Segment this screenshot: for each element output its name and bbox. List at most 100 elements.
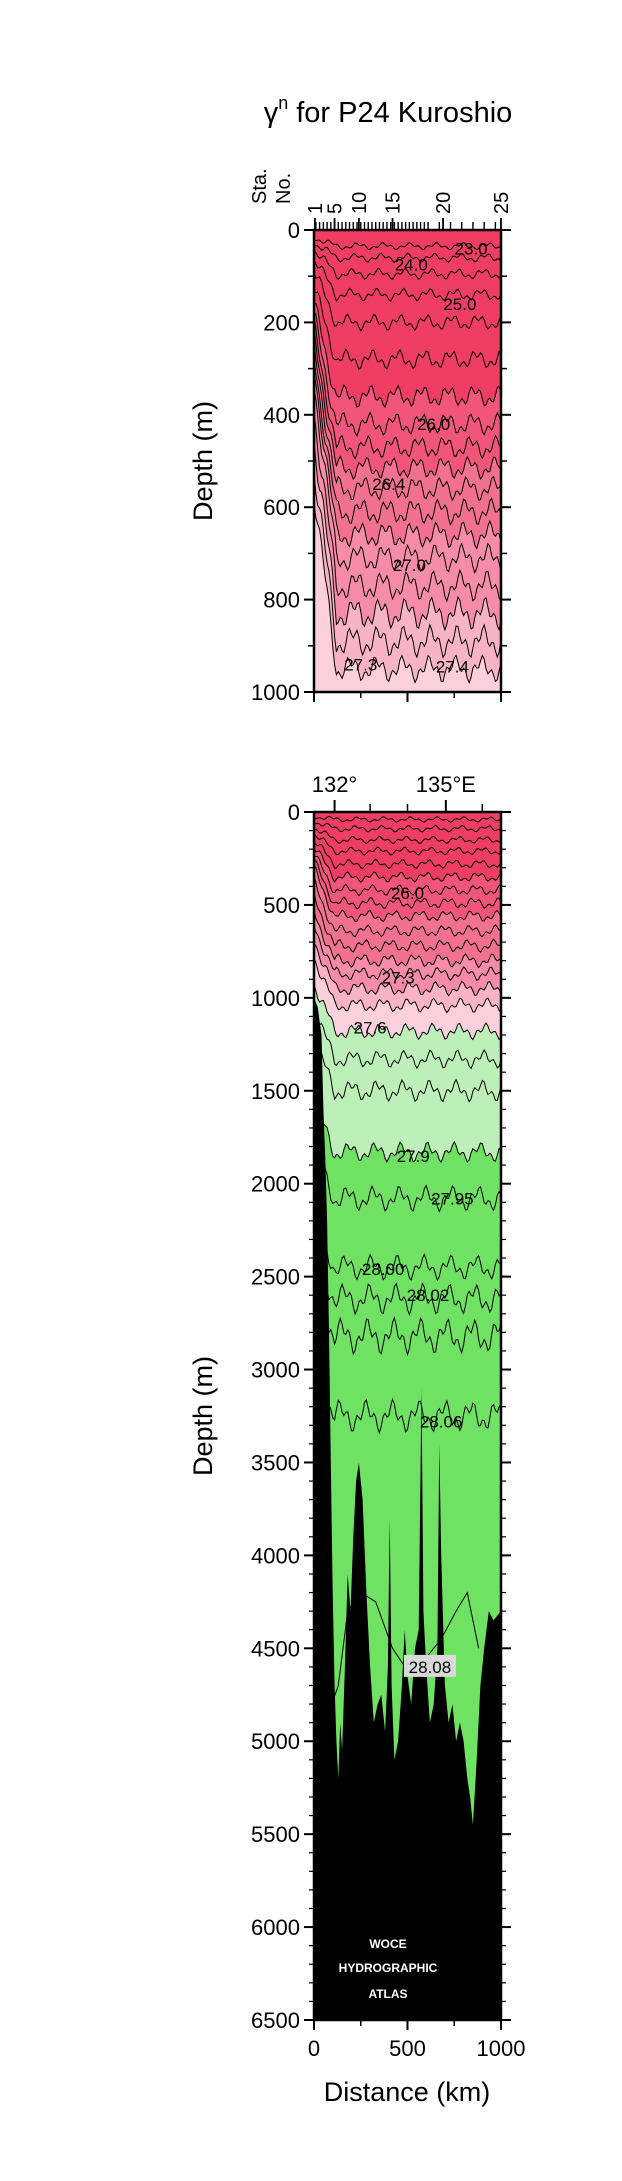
title-superscript: n <box>278 93 288 113</box>
bottom-contour-label: 27.3 <box>382 968 415 987</box>
bottom-ytick-label: 6000 <box>251 1915 300 1940</box>
bottom-contour-label: 28.08 <box>409 1658 452 1677</box>
top-contour-label: 27.3 <box>344 655 377 674</box>
woce-atlas-mark: WOCE HYDROGRAPHIC ATLAS <box>339 1937 438 2001</box>
top-contour-line <box>314 358 501 526</box>
bottom-contour-label: 27.9 <box>397 1147 430 1166</box>
bottom-contour-line <box>314 1013 501 1070</box>
bottom-ylabel: Depth (m) <box>188 1356 218 1476</box>
bottom-ytick-label: 3500 <box>251 1450 300 1475</box>
station-tick-label: 1 <box>305 203 327 214</box>
top-contour-line <box>314 239 501 251</box>
bottom-contour-label: 27.95 <box>431 1190 474 1209</box>
bottom-land <box>314 997 501 2020</box>
longitude-axis: 132° 135°E <box>312 772 484 812</box>
top-contour-line <box>314 413 501 603</box>
bottom-contours <box>314 815 501 1705</box>
top-contour-label: 27.4 <box>436 658 469 677</box>
bottom-contour-line <box>331 1591 480 1705</box>
top-yaxis: 0 200 400 600 800 1000 <box>251 218 511 705</box>
bottom-contour-line <box>314 1148 501 1213</box>
title-symbol: γ <box>264 97 279 129</box>
bottom-contour-line <box>314 822 501 833</box>
top-contour-line <box>314 472 501 659</box>
top-contour-label: 26.0 <box>417 415 450 434</box>
top-ytick-label: 400 <box>263 403 300 428</box>
bottom-ytick-label: 2500 <box>251 1265 300 1290</box>
bottom-contour-label: 26.0 <box>391 884 424 903</box>
top-contour-label: 23.0 <box>455 239 488 258</box>
bottom-contour-line <box>314 876 501 938</box>
top-contour-line <box>314 339 501 502</box>
bottom-xtick-label: 1000 <box>477 2036 526 2061</box>
bottom-xtick-label: 500 <box>389 2036 426 2061</box>
bottom-contour-line <box>314 1107 501 1164</box>
contour-label-box <box>403 1654 456 1677</box>
bottom-contour-line <box>314 860 501 910</box>
bottom-contour-line <box>314 815 501 823</box>
top-contour-line <box>314 290 501 370</box>
bottom-contour-line <box>314 910 501 969</box>
top-ylabel: Depth (m) <box>188 401 218 521</box>
longitude-tick-label: 132° <box>312 772 358 797</box>
top-ytick-label: 600 <box>263 495 300 520</box>
top-contour-line <box>314 303 501 409</box>
bottom-contour-line <box>314 892 501 953</box>
top-contour-line <box>314 325 501 481</box>
bottom-contour-line <box>314 926 501 981</box>
bottom-contour-line <box>314 1211 501 1282</box>
top-contour-line <box>314 502 501 684</box>
bottom-contour-line <box>314 942 501 997</box>
bottom-contour-line <box>314 1238 501 1317</box>
top-contour-labels: 23.0 24.0 25.0 26.0 26.4 27.0 27.3 27.4 <box>344 239 487 676</box>
station-tick-label: 15 <box>383 192 405 214</box>
bottom-contour-line <box>314 1049 501 1103</box>
bottom-contour-line <box>314 855 501 897</box>
bottom-contour-label: 27.6 <box>354 1019 387 1038</box>
bottom-contour-line <box>314 849 501 883</box>
top-band-3 <box>314 441 501 692</box>
bottom-ytick-label: 1000 <box>251 986 300 1011</box>
bottom-ytick-label: 0 <box>288 800 300 825</box>
atlas-mark-line1: WOCE <box>369 1937 406 1951</box>
bottom-ytick-label: 6500 <box>251 2008 300 2033</box>
chart-title: γn for P24 Kuroshio <box>264 93 513 129</box>
top-contour-line <box>314 245 501 263</box>
top-ytick-label: 0 <box>288 218 300 243</box>
top-ytick-label: 800 <box>263 588 300 613</box>
bottom-contour-line <box>314 1272 501 1357</box>
top-contour-line <box>314 372 501 550</box>
bottom-xtick-label: 0 <box>308 2036 320 2061</box>
bottom-contour-line <box>314 958 501 1014</box>
bottom-contour-line <box>314 984 501 1041</box>
bottom-xlabel: Distance (km) <box>324 2077 491 2107</box>
top-ytick-label: 1000 <box>251 680 300 705</box>
bottom-ytick-label: 4500 <box>251 1636 300 1661</box>
bottom-contour-line <box>314 1358 501 1435</box>
station-tick-label: 5 <box>325 203 347 214</box>
longitude-tick-label: 135°E <box>416 772 476 797</box>
top-contour-label: 27.0 <box>393 556 426 575</box>
bottom-contour-line <box>314 841 501 870</box>
seafloor-bathymetry <box>314 997 501 2020</box>
top-contour-line <box>314 387 501 575</box>
bottom-contour-line <box>314 833 501 856</box>
station-tick-label: 20 <box>433 192 455 214</box>
bottom-ytick-label: 500 <box>263 893 300 918</box>
bottom-contour-line <box>314 828 501 845</box>
bottom-xaxis: 0 500 1000 <box>308 2020 526 2061</box>
atlas-mark-line2: HYDROGRAPHIC <box>339 1961 438 1975</box>
top-ytick-label: 200 <box>263 310 300 335</box>
bottom-yaxis: 0 500 1000 1500 2000 2500 3000 3500 4000 4500 5000… <box>251 800 511 2033</box>
bottom-contour-label: 28.02 <box>407 1286 450 1305</box>
top-contour-label: 26.4 <box>372 475 405 494</box>
station-tick-label: 10 <box>349 192 371 214</box>
bottom-contour-label: 28.00 <box>362 1260 405 1279</box>
top-contour-line <box>314 251 501 281</box>
top-station-axis: 15 10 15 20 25 <box>305 192 513 230</box>
bottom-ytick-label: 2000 <box>251 1172 300 1197</box>
atlas-mark-line3: ATLAS <box>368 1987 407 2001</box>
station-axis-label-sta: Sta. <box>249 168 271 204</box>
